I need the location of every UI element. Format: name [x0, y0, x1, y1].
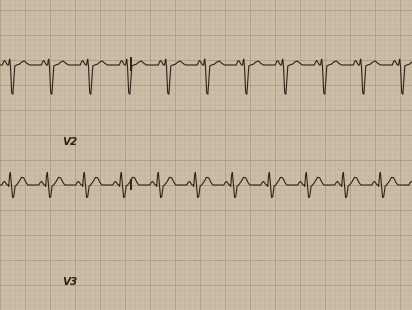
Text: V2: V2: [62, 137, 77, 147]
Text: V3: V3: [62, 277, 77, 287]
